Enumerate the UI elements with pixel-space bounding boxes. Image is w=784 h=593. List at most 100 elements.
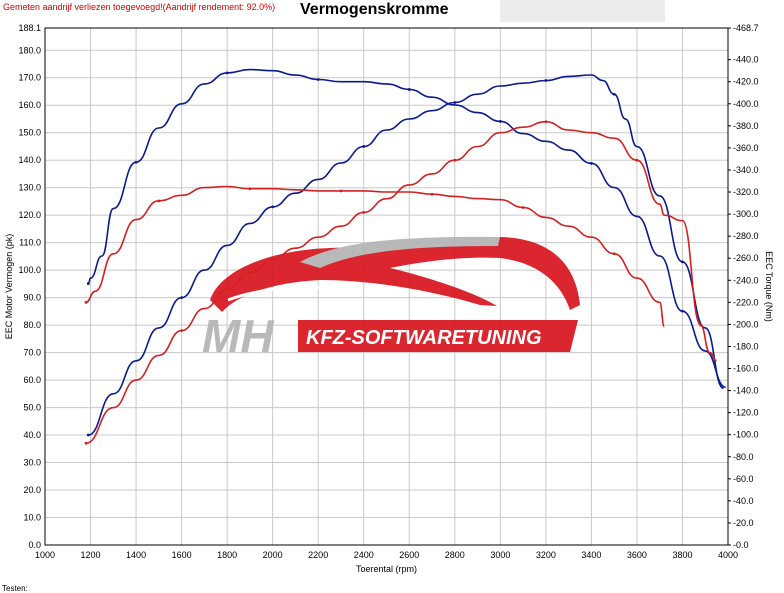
y2-tick-label: -180.0 — [733, 341, 759, 351]
x-tick-label: 1400 — [126, 550, 146, 560]
y2-tick-label: -468.7 — [733, 23, 759, 33]
series-line-2 — [87, 68, 727, 389]
series-point — [271, 257, 275, 261]
chart-grid — [44, 27, 729, 546]
series-point — [544, 120, 548, 124]
series-line-3 — [85, 120, 717, 445]
footer-label: Testen: — [2, 584, 28, 593]
series-point — [84, 441, 88, 445]
y-tick-label: 188.1 — [18, 23, 41, 33]
y2-tick-label: -0.0 — [733, 540, 749, 550]
y-tick-label: 90.0 — [23, 293, 41, 303]
y-tick-label: 0.0 — [28, 540, 41, 550]
y2-tick-label: -120.0 — [733, 408, 759, 418]
y2-tick-label: -300.0 — [733, 209, 759, 219]
series-line-4 — [85, 185, 666, 328]
y-tick-label: 180.0 — [18, 45, 41, 55]
series-point — [134, 160, 138, 164]
y2-tick-label: -60.0 — [733, 474, 754, 484]
y-tick-label: 110.0 — [19, 238, 41, 248]
y-tick-label: 20.0 — [23, 485, 41, 495]
y2-tick-label: -80.0 — [733, 452, 754, 462]
series-point — [635, 158, 639, 162]
x-tick-label: 2800 — [445, 550, 465, 560]
series-point — [544, 79, 548, 82]
y2-tick-label: -260.0 — [733, 253, 759, 263]
y-tick-label: 120.0 — [18, 210, 41, 220]
x-tick-label: 1600 — [172, 550, 192, 560]
x-tick-label: 4000 — [718, 550, 738, 560]
y-axis-label: EEC Motor Vermogen (pk) — [4, 234, 14, 340]
y2-tick-label: -380.0 — [733, 121, 759, 131]
x-tick-label: 2200 — [308, 550, 328, 560]
series-point — [180, 296, 184, 300]
y-tick-label: 40.0 — [23, 430, 41, 440]
y-tick-label: 10.0 — [23, 513, 41, 523]
drivetrain-loss-notice: Gemeten aandrijf verliezen toegevoegd!(A… — [3, 2, 276, 12]
y2-tick-label: -440.0 — [733, 55, 759, 65]
series-point — [612, 92, 616, 96]
series-point — [84, 300, 88, 304]
y-tick-label: 70.0 — [23, 348, 41, 358]
x-tick-label: 2600 — [399, 550, 419, 560]
x-tick-label: 3200 — [536, 550, 556, 560]
y-tick-label: 150.0 — [18, 128, 41, 138]
series-point — [612, 252, 616, 256]
x-tick-label: 2000 — [263, 550, 283, 560]
y-tick-label: 130.0 — [18, 183, 41, 193]
x-tick-label: 1000 — [35, 550, 55, 560]
y2-tick-label: -420.0 — [733, 77, 759, 87]
series-point — [498, 120, 502, 123]
series-point — [521, 206, 525, 209]
y2-tick-label: -320.0 — [733, 187, 759, 197]
series-point — [590, 161, 593, 165]
x-tick-label: 3800 — [672, 550, 692, 560]
series-point — [86, 433, 90, 437]
y2-tick-label: -400.0 — [733, 99, 759, 109]
series-point — [339, 189, 343, 193]
x-tick-label: 2400 — [354, 550, 374, 560]
series-point — [362, 211, 366, 214]
series-point — [699, 323, 703, 327]
plot-frame — [44, 27, 729, 546]
x-tick-label: 3400 — [581, 550, 601, 560]
series-point — [271, 205, 275, 209]
x-tick-label: 3600 — [627, 550, 647, 560]
x-tick-label: 1200 — [81, 550, 101, 560]
y2-tick-label: -340.0 — [733, 165, 759, 175]
y-tick-label: 30.0 — [23, 458, 41, 468]
chart-axes: 1000 1200 1400 1600 1800 2000 2200 2400 2600 2800… — [4, 23, 774, 574]
y2-axis-label: EEC Torque (Nm) — [764, 251, 774, 322]
y-tick-label: 160.0 — [18, 100, 41, 110]
series-point — [86, 282, 90, 285]
x-tick-label: 3000 — [490, 550, 510, 560]
series-point — [681, 309, 684, 313]
title-background — [500, 0, 665, 22]
series-point — [362, 145, 366, 148]
series-point — [453, 101, 457, 104]
series-point — [430, 192, 434, 196]
y2-tick-label: -100.0 — [733, 430, 759, 440]
series-point — [180, 329, 184, 333]
logo-text: KFZ-SOFTWARETUNING — [306, 327, 542, 349]
y2-tick-label: -40.0 — [733, 496, 754, 506]
y2-tick-label: -240.0 — [733, 275, 759, 285]
series-point — [248, 187, 252, 191]
chart-title: Vermogenskromme — [300, 1, 449, 18]
y2-tick-label: -20.0 — [733, 518, 754, 528]
series-point — [157, 199, 161, 203]
y2-tick-label: -200.0 — [733, 319, 759, 329]
y-tick-label: 50.0 — [23, 403, 41, 413]
y-tick-label: 140.0 — [18, 155, 41, 165]
y-tick-label: 100.0 — [18, 265, 41, 275]
y-tick-label: 170.0 — [18, 73, 41, 83]
y2-tick-label: -220.0 — [733, 297, 759, 307]
chart-series — [84, 68, 727, 445]
y2-tick-label: -160.0 — [733, 364, 759, 374]
logo-mark: MH — [202, 310, 274, 362]
y2-tick-label: -280.0 — [733, 231, 759, 241]
y2-tick-label: -360.0 — [733, 143, 759, 153]
series-point — [681, 260, 684, 264]
series-point — [453, 158, 457, 162]
